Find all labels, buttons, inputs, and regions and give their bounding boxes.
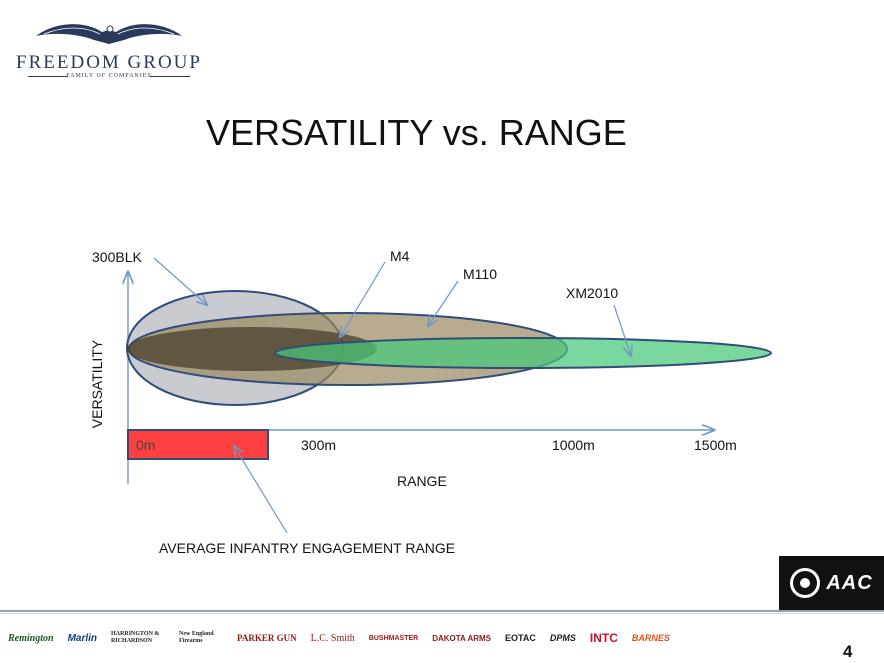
brand-bushmaster: BUSHMASTER [368, 634, 419, 642]
brand-lc-smith: L.C. Smith [310, 632, 355, 644]
footer-divider-light [0, 613, 884, 614]
aac-wordmark: AAC [826, 571, 873, 594]
callout-line-300blk [153, 257, 207, 305]
brand-dakota-arms: DAKOTA ARMS [432, 633, 492, 643]
engagement-zone-box [127, 429, 269, 460]
brand-strip: Remington Marlin HARRINGTON & RICHARDSON… [8, 624, 670, 652]
callout-label-xm2010: XM2010 [566, 285, 618, 301]
slide-title: VERSATILITY vs. RANGE [206, 112, 627, 153]
logo-rule-right [150, 76, 190, 77]
logo-tagline: FAMILY OF COMPANIES [66, 73, 152, 79]
page-number: 4 [843, 642, 853, 661]
brand-marlin: Marlin [67, 632, 98, 644]
callout-label-300blk: 300BLK [92, 249, 142, 265]
callout-line-m4 [340, 261, 386, 337]
range-tick-1500m: 1500m [694, 437, 737, 453]
callout-line-engagement [234, 446, 288, 534]
callout-line-m110 [428, 280, 459, 326]
x-axis-label: RANGE [397, 473, 447, 489]
brand-parker-gun: PARKER GUN [237, 633, 297, 643]
brand-eotac: EOTAC [505, 633, 536, 643]
aac-badge: AAC [779, 556, 884, 610]
callout-label-m110: M110 [463, 266, 497, 282]
eagle-icon [36, 24, 182, 44]
freedom-group-logo: FREEDOM GROUP FAMILY OF COMPANIES [14, 18, 204, 80]
brand-intc: INTC [589, 631, 618, 645]
brand-dpms: DPMS [549, 633, 576, 643]
range-tick-1000m: 1000m [552, 437, 595, 453]
callout-label-m4: M4 [390, 248, 410, 264]
logo-rule-left [28, 76, 68, 77]
ellipse-xm2010 [274, 337, 772, 369]
brand-new-england: New England Firearms [179, 631, 214, 644]
brand-remington: Remington [8, 632, 54, 644]
range-tick-0m: 0m [136, 437, 155, 453]
range-tick-300m: 300m [301, 437, 336, 453]
y-axis-label: VERSATILITY [89, 339, 105, 428]
brand-harrington: HARRINGTON & RICHARDSON [111, 631, 160, 644]
engagement-zone-label: AVERAGE INFANTRY ENGAGEMENT RANGE [159, 540, 455, 556]
callout-line-xm2010 [613, 304, 631, 356]
logo-wordmark: FREEDOM GROUP [16, 52, 202, 73]
aac-logo-icon [790, 568, 821, 598]
brand-barnes: BARNES [631, 633, 670, 643]
footer-divider [0, 610, 884, 612]
